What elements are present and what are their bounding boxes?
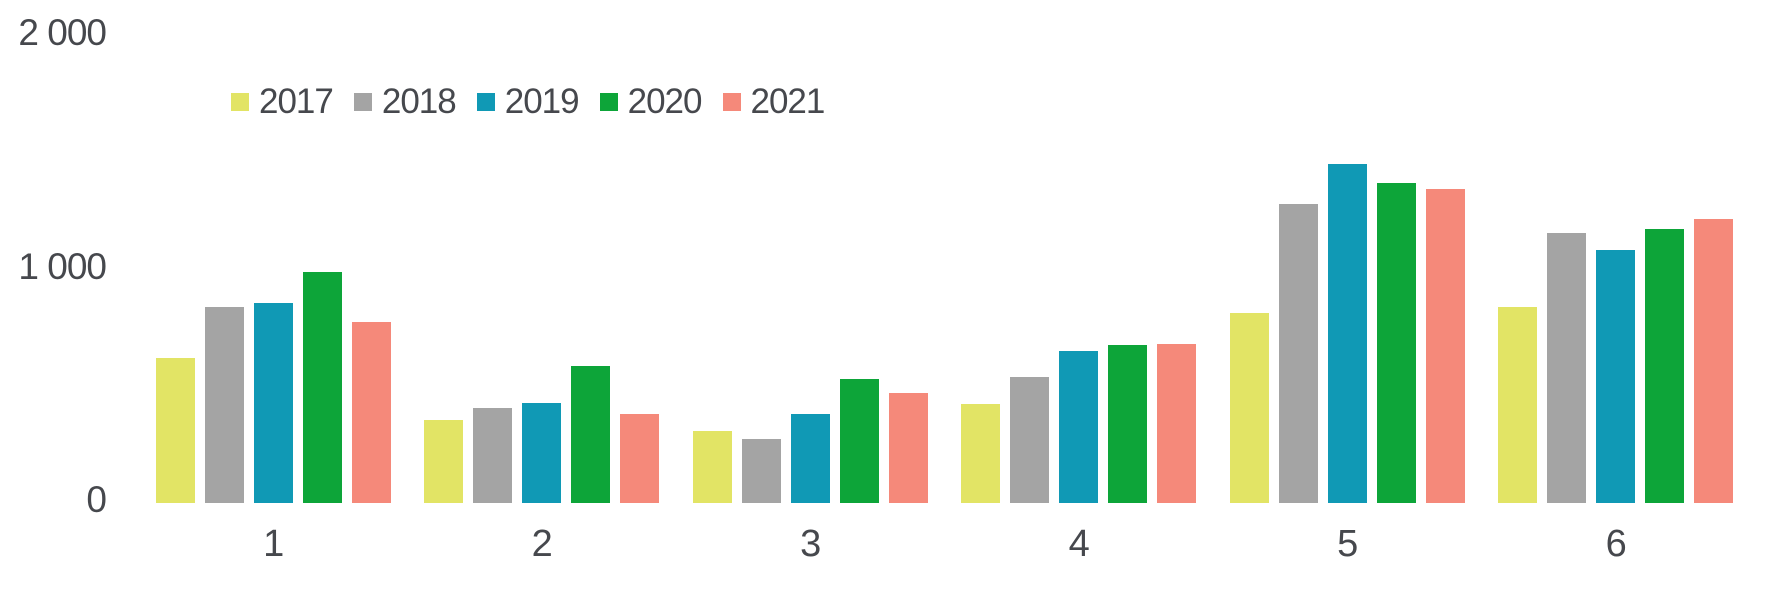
legend-item-2019: 2019 bbox=[476, 82, 580, 121]
bar-2021-cat3 bbox=[888, 393, 928, 503]
bar-2019-cat6 bbox=[1596, 250, 1636, 503]
y-axis-tick-label: 0 bbox=[86, 479, 107, 520]
bar-2020-cat5 bbox=[1376, 183, 1416, 503]
bar-2018-cat6 bbox=[1547, 233, 1587, 503]
bar-group bbox=[1498, 36, 1734, 503]
x-axis-category-label: 2 bbox=[531, 523, 553, 565]
category-column-1: 1 bbox=[139, 36, 408, 565]
bar-2018-cat4 bbox=[1010, 377, 1050, 503]
bar-2021-cat6 bbox=[1694, 219, 1734, 503]
plot-area: 1 2 3 4 5 6 bbox=[139, 36, 1751, 565]
bar-2017-cat1 bbox=[155, 358, 195, 503]
bar-2020-cat1 bbox=[302, 272, 342, 503]
legend-item-2021: 2021 bbox=[722, 82, 826, 121]
category-column-6: 6 bbox=[1482, 36, 1751, 565]
category-column-2: 2 bbox=[408, 36, 677, 565]
bar-2017-cat3 bbox=[692, 431, 732, 503]
bar-group bbox=[692, 36, 928, 503]
bar-2017-cat5 bbox=[1229, 313, 1269, 503]
bar-2018-cat2 bbox=[473, 408, 513, 503]
legend-label: 2019 bbox=[504, 82, 580, 121]
bar-2021-cat2 bbox=[620, 414, 660, 503]
bar-2018-cat1 bbox=[204, 307, 244, 503]
bar-2020-cat6 bbox=[1645, 229, 1685, 503]
bar-group bbox=[424, 36, 660, 503]
bar-2017-cat6 bbox=[1498, 307, 1538, 503]
bar-2019-cat1 bbox=[253, 303, 293, 503]
bar-2018-cat3 bbox=[741, 439, 781, 503]
bar-2021-cat1 bbox=[351, 322, 391, 503]
legend-swatch-icon bbox=[476, 92, 495, 111]
legend-label: 2018 bbox=[381, 82, 457, 121]
x-axis-category-label: 5 bbox=[1337, 523, 1358, 565]
bar-2018-cat5 bbox=[1278, 204, 1318, 503]
legend-swatch-icon bbox=[231, 92, 249, 111]
bar-2021-cat5 bbox=[1425, 189, 1465, 503]
x-axis-category-label: 1 bbox=[263, 523, 284, 565]
bar-2019-cat4 bbox=[1059, 351, 1099, 503]
bar-2020-cat4 bbox=[1108, 345, 1148, 503]
y-axis-tick-label: 2 000 bbox=[18, 12, 107, 53]
legend-label: 2017 bbox=[259, 82, 334, 121]
x-axis-category-label: 3 bbox=[800, 523, 821, 565]
legend-swatch-icon bbox=[353, 92, 372, 111]
category-column-5: 5 bbox=[1213, 36, 1482, 565]
bar-2019-cat2 bbox=[522, 403, 562, 503]
legend: 2017 2018 2019 2020 2021 bbox=[231, 82, 826, 121]
legend-item-2018: 2018 bbox=[353, 82, 457, 121]
legend-label: 2021 bbox=[750, 82, 826, 121]
legend-swatch-icon bbox=[599, 92, 618, 111]
category-column-4: 4 bbox=[945, 36, 1214, 565]
bar-2020-cat3 bbox=[839, 379, 879, 503]
legend-label: 2020 bbox=[627, 82, 703, 121]
legend-swatch-icon bbox=[722, 92, 741, 111]
bar-group bbox=[155, 36, 391, 503]
y-axis-tick-label: 1 000 bbox=[18, 245, 107, 287]
x-axis-category-label: 4 bbox=[1068, 523, 1090, 565]
bar-2017-cat2 bbox=[424, 420, 464, 503]
category-column-3: 3 bbox=[676, 36, 945, 565]
bar-2019-cat3 bbox=[790, 414, 830, 503]
bar-2019-cat5 bbox=[1327, 164, 1367, 503]
bar-2020-cat2 bbox=[571, 366, 611, 503]
bar-group bbox=[1229, 36, 1465, 503]
bar-group bbox=[961, 36, 1197, 503]
legend-item-2020: 2020 bbox=[599, 82, 703, 121]
legend-item-2017: 2017 bbox=[231, 82, 334, 121]
bar-2017-cat4 bbox=[961, 404, 1001, 503]
bar-2021-cat4 bbox=[1157, 344, 1197, 503]
x-axis-category-label: 6 bbox=[1605, 523, 1627, 565]
